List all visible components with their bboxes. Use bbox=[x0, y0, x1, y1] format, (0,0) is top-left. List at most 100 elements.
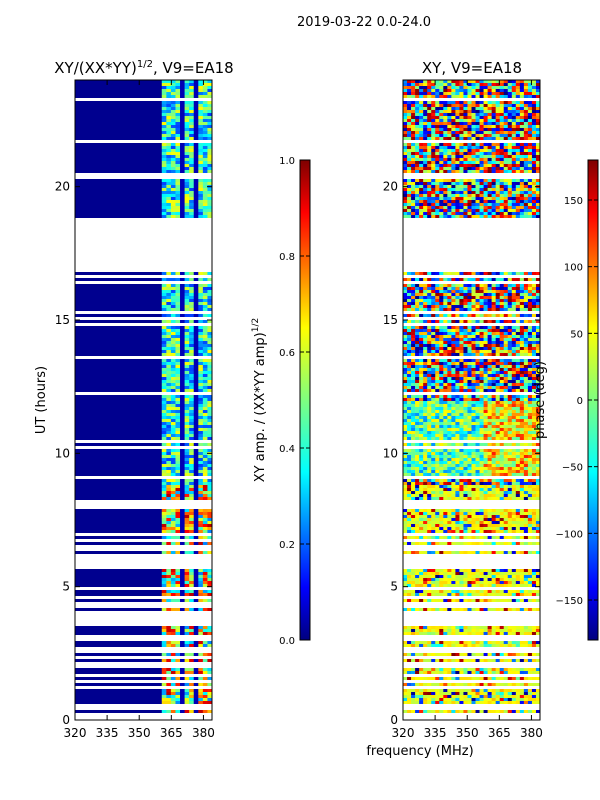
phase-cell bbox=[523, 116, 529, 119]
phase-cell bbox=[403, 404, 408, 407]
phase-cell bbox=[415, 146, 420, 149]
phase-cell bbox=[435, 131, 440, 134]
phase-cell bbox=[511, 326, 517, 329]
phase-cell bbox=[431, 335, 436, 338]
phase-cell bbox=[483, 302, 488, 305]
amplitude-cell bbox=[193, 608, 199, 611]
phase-cell bbox=[455, 143, 460, 146]
phase-cell bbox=[463, 188, 468, 191]
amplitude-cell bbox=[184, 473, 190, 476]
phase-cell bbox=[471, 428, 476, 431]
amplitude-cell bbox=[161, 188, 167, 191]
amplitude-cell bbox=[189, 698, 195, 701]
phase-cell bbox=[527, 116, 533, 119]
amplitude-cell bbox=[184, 479, 190, 482]
amplitude-cell bbox=[180, 338, 185, 341]
phase-cell bbox=[427, 101, 432, 104]
amplitude-cell bbox=[198, 422, 204, 425]
phase-cell bbox=[503, 209, 509, 212]
phase-cell bbox=[447, 380, 452, 383]
phase-cell bbox=[459, 185, 464, 188]
phase-cell bbox=[443, 197, 448, 200]
phase-cell bbox=[511, 83, 517, 86]
phase-cell bbox=[407, 344, 412, 347]
amplitude-cell bbox=[175, 332, 181, 335]
phase-cell bbox=[415, 182, 420, 185]
phase-cell bbox=[411, 164, 416, 167]
phase-cell bbox=[471, 128, 476, 131]
amplitude-cell bbox=[207, 101, 213, 104]
phase-cell bbox=[427, 380, 432, 383]
phase-cell bbox=[419, 155, 424, 158]
phase-cell bbox=[507, 119, 513, 122]
phase-cell bbox=[523, 206, 529, 209]
phase-cell bbox=[511, 332, 517, 335]
phase-cell bbox=[475, 158, 480, 161]
phase-cell bbox=[455, 164, 460, 167]
amplitude-cell bbox=[184, 338, 190, 341]
phase-cell bbox=[499, 149, 505, 152]
amplitude-cell bbox=[161, 575, 167, 578]
amplitude-cell bbox=[189, 608, 195, 611]
phase-cell bbox=[435, 362, 440, 365]
phase-cell bbox=[419, 170, 424, 173]
amplitude-cell bbox=[161, 299, 167, 302]
phase-cell bbox=[467, 185, 472, 188]
phase-cell bbox=[483, 170, 488, 173]
phase-cell bbox=[483, 161, 488, 164]
phase-cell bbox=[431, 191, 436, 194]
phase-cell bbox=[411, 146, 416, 149]
phase-cell bbox=[463, 365, 468, 368]
phase-cell bbox=[519, 161, 525, 164]
phase-cell bbox=[499, 449, 505, 452]
phase-cell bbox=[451, 365, 456, 368]
phase-cell bbox=[535, 101, 541, 104]
phase-cell bbox=[451, 92, 456, 95]
amplitude-cell bbox=[170, 458, 176, 461]
phase-cell bbox=[451, 209, 456, 212]
phase-cell bbox=[531, 299, 537, 302]
amplitude-cell bbox=[161, 344, 167, 347]
phase-cell bbox=[535, 152, 541, 155]
amplitude-cell bbox=[207, 299, 213, 302]
amplitude-cell bbox=[170, 398, 176, 401]
phase-cell bbox=[451, 407, 456, 410]
phase-cell bbox=[411, 293, 416, 296]
amplitude-cell bbox=[193, 467, 199, 470]
phase-cell bbox=[427, 344, 432, 347]
phase-cell bbox=[483, 389, 488, 392]
phase-cell bbox=[527, 191, 533, 194]
amplitude-cell bbox=[198, 194, 204, 197]
amplitude-row bbox=[75, 164, 212, 167]
phase-cell bbox=[451, 302, 456, 305]
amplitude-cell bbox=[170, 278, 176, 281]
phase-cell bbox=[447, 389, 452, 392]
amplitude-cell bbox=[170, 80, 176, 83]
phase-cell bbox=[479, 401, 484, 404]
amplitude-cell bbox=[202, 482, 208, 485]
amplitude-cell bbox=[202, 521, 208, 524]
amplitude-cell bbox=[175, 287, 181, 290]
phase-cell bbox=[403, 386, 408, 389]
amplitude-row bbox=[75, 101, 212, 104]
phase-cell bbox=[427, 305, 432, 308]
amplitude-cell bbox=[184, 110, 190, 113]
phase-cell bbox=[459, 380, 464, 383]
phase-cell bbox=[431, 293, 436, 296]
amplitude-cell bbox=[166, 359, 172, 362]
phase-cell bbox=[407, 89, 412, 92]
phase-cell bbox=[523, 425, 529, 428]
phase-cell bbox=[495, 365, 501, 368]
phase-cell bbox=[427, 92, 432, 95]
phase-cell bbox=[431, 410, 436, 413]
phase-cell bbox=[443, 305, 448, 308]
phase-cell bbox=[471, 284, 476, 287]
phase-cell bbox=[419, 335, 424, 338]
amplitude-row bbox=[75, 404, 212, 407]
amplitude-cell bbox=[202, 455, 208, 458]
amplitude-cell bbox=[180, 350, 185, 353]
amplitude-cell bbox=[207, 653, 213, 656]
amplitude-cell bbox=[161, 212, 167, 215]
phase-cell bbox=[411, 404, 416, 407]
amplitude-cell bbox=[184, 83, 190, 86]
